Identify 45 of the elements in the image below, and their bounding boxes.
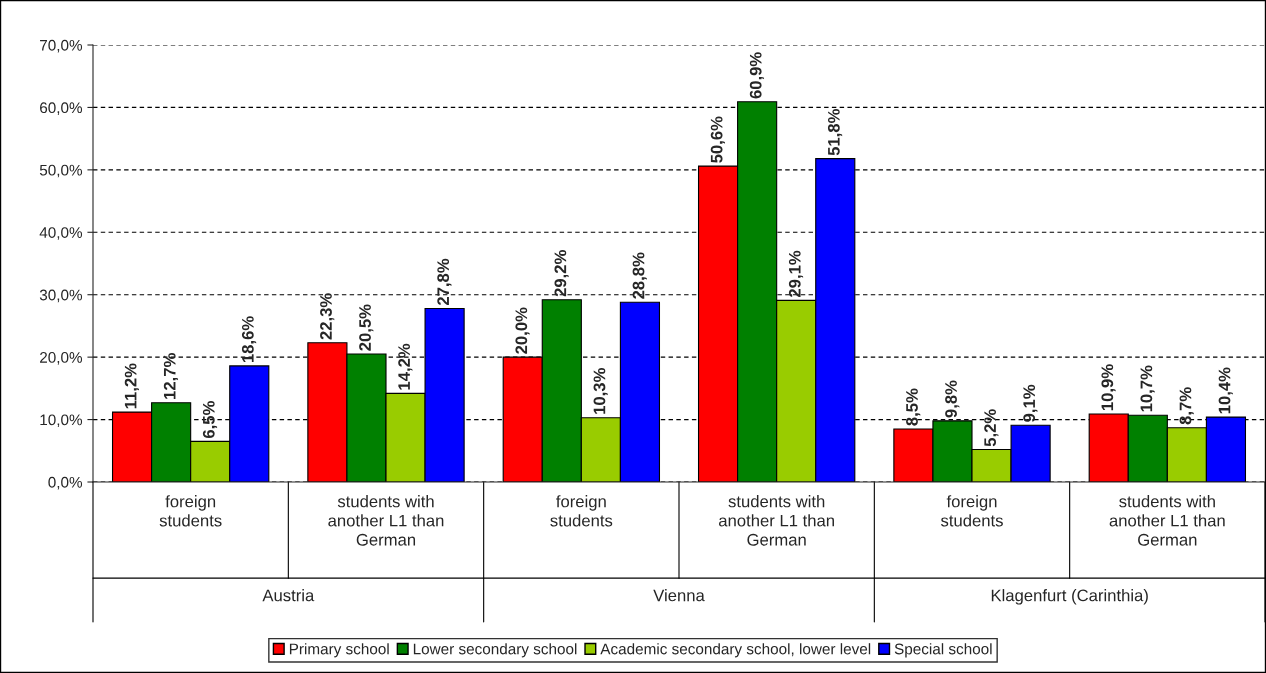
data-label: 20,0%: [515, 307, 530, 354]
y-tick-label: 40,0%: [39, 227, 83, 240]
data-label: 10,7%: [1140, 365, 1155, 412]
data-label: 9,1%: [1023, 384, 1038, 422]
data-label: 8,7%: [1179, 387, 1194, 425]
data-label: 10,4%: [1218, 367, 1233, 414]
x-tick-label: foreign students: [940, 495, 1003, 527]
y-tick-label: 30,0%: [39, 289, 83, 303]
data-label: 5,2%: [984, 409, 999, 447]
text: Austria: [262, 589, 315, 602]
data-label: 10,9%: [1101, 364, 1116, 411]
text: Vienna: [653, 589, 705, 602]
data-label: 29,1%: [788, 250, 804, 297]
x-tick-label: foreign students: [159, 495, 222, 527]
data-label: 51,8%: [827, 109, 843, 156]
data-label: 11,2%: [124, 363, 139, 409]
data-label: 22,3%: [320, 293, 335, 340]
y-tick-label: 70,0%: [40, 39, 83, 53]
data-label: 60,9%: [749, 52, 765, 99]
y-tick-label: 10,0%: [40, 414, 83, 428]
data-label: 27,8%: [437, 258, 452, 306]
data-label: 6,5%: [202, 401, 218, 439]
data-label: 12,7%: [163, 353, 179, 399]
text: Klagenfurt (Carinthia): [991, 589, 1148, 605]
legend-label: Primary school: [289, 643, 389, 658]
x-tick-label: students with another L1 than German: [719, 495, 834, 546]
data-label: 18,6%: [241, 316, 257, 363]
y-tick-label: 20,0%: [40, 352, 83, 365]
data-label: 10,3%: [593, 368, 608, 414]
x-tick-label: students with another L1 than German: [328, 495, 444, 546]
data-label: 28,8%: [632, 252, 647, 299]
data-label: 9,8%: [945, 380, 960, 418]
y-tick-label: 0,0%: [48, 476, 83, 490]
y-tick-label: 50,0%: [39, 164, 83, 178]
legend-label: Academic secondary school, lower level: [600, 643, 871, 658]
x-tick-label: students with another L1 than German: [1109, 495, 1225, 546]
data-label: 14,2%: [398, 343, 413, 390]
x-tick-label: foreign students: [550, 495, 613, 527]
data-label: 50,6%: [710, 116, 725, 163]
data-label: 20,5%: [359, 304, 374, 351]
y-tick-label: 60,0%: [40, 102, 83, 115]
legend-label: Lower secondary school: [413, 643, 577, 658]
data-label: 29,2%: [554, 250, 569, 297]
data-label: 8,5%: [906, 388, 921, 426]
legend-label: Special school: [894, 643, 992, 658]
